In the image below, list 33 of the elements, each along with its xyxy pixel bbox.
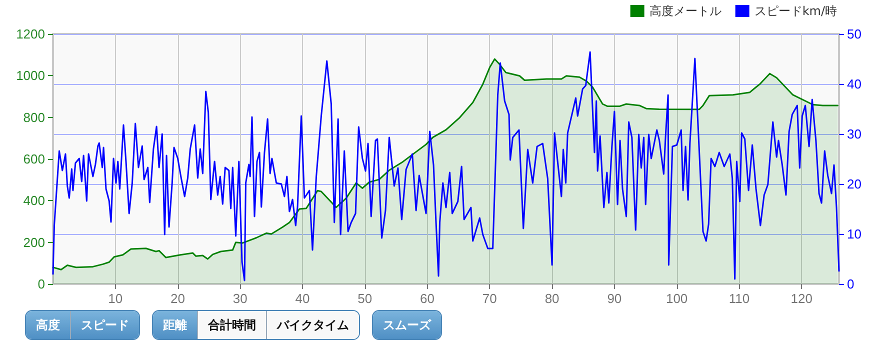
x-tick-label: 80 xyxy=(544,291,560,306)
x-tick-label: 60 xyxy=(420,291,435,306)
x-tick-label: 70 xyxy=(482,291,497,306)
y-tick-label: 0 xyxy=(38,276,45,292)
x-tick-label: 20 xyxy=(170,291,185,306)
y2-tick-label: 10 xyxy=(847,226,862,242)
text: バイクタイム xyxy=(266,311,359,339)
text: スムーズ xyxy=(373,311,441,339)
text: スピード xyxy=(70,311,139,339)
y2-tick-label: 30 xyxy=(847,126,862,142)
x-tick-label: 40 xyxy=(295,291,310,306)
x-tick-label: 10 xyxy=(108,291,123,306)
legend-label: スピードkm/時 xyxy=(754,4,838,18)
y-tick-label: 1000 xyxy=(16,68,45,84)
y2-tick-label: 20 xyxy=(847,176,862,192)
x-tick-label: 30 xyxy=(232,291,248,306)
x-tick-label: 50 xyxy=(358,291,372,306)
y2-tick-label: 40 xyxy=(847,76,862,92)
y-tick-label: 1200 xyxy=(16,26,45,42)
text: 距離 xyxy=(153,311,197,339)
y-tick-label: 600 xyxy=(23,152,45,166)
y2-tick-label: 0 xyxy=(847,276,854,292)
x-tick-label: 100 xyxy=(666,291,688,306)
x-tick-label: 90 xyxy=(607,291,622,306)
y2-tick-label: 50 xyxy=(847,26,862,42)
y-tick-label: 200 xyxy=(23,234,45,250)
legend-label: 高度メートル xyxy=(649,4,722,18)
y-tick-label: 800 xyxy=(23,110,45,125)
x-tick-label: 120 xyxy=(790,291,812,306)
text: 合計時間 xyxy=(197,311,266,339)
y-tick-label: 400 xyxy=(23,193,45,208)
text: 高度 xyxy=(26,311,70,339)
x-tick-label: 110 xyxy=(728,291,750,306)
